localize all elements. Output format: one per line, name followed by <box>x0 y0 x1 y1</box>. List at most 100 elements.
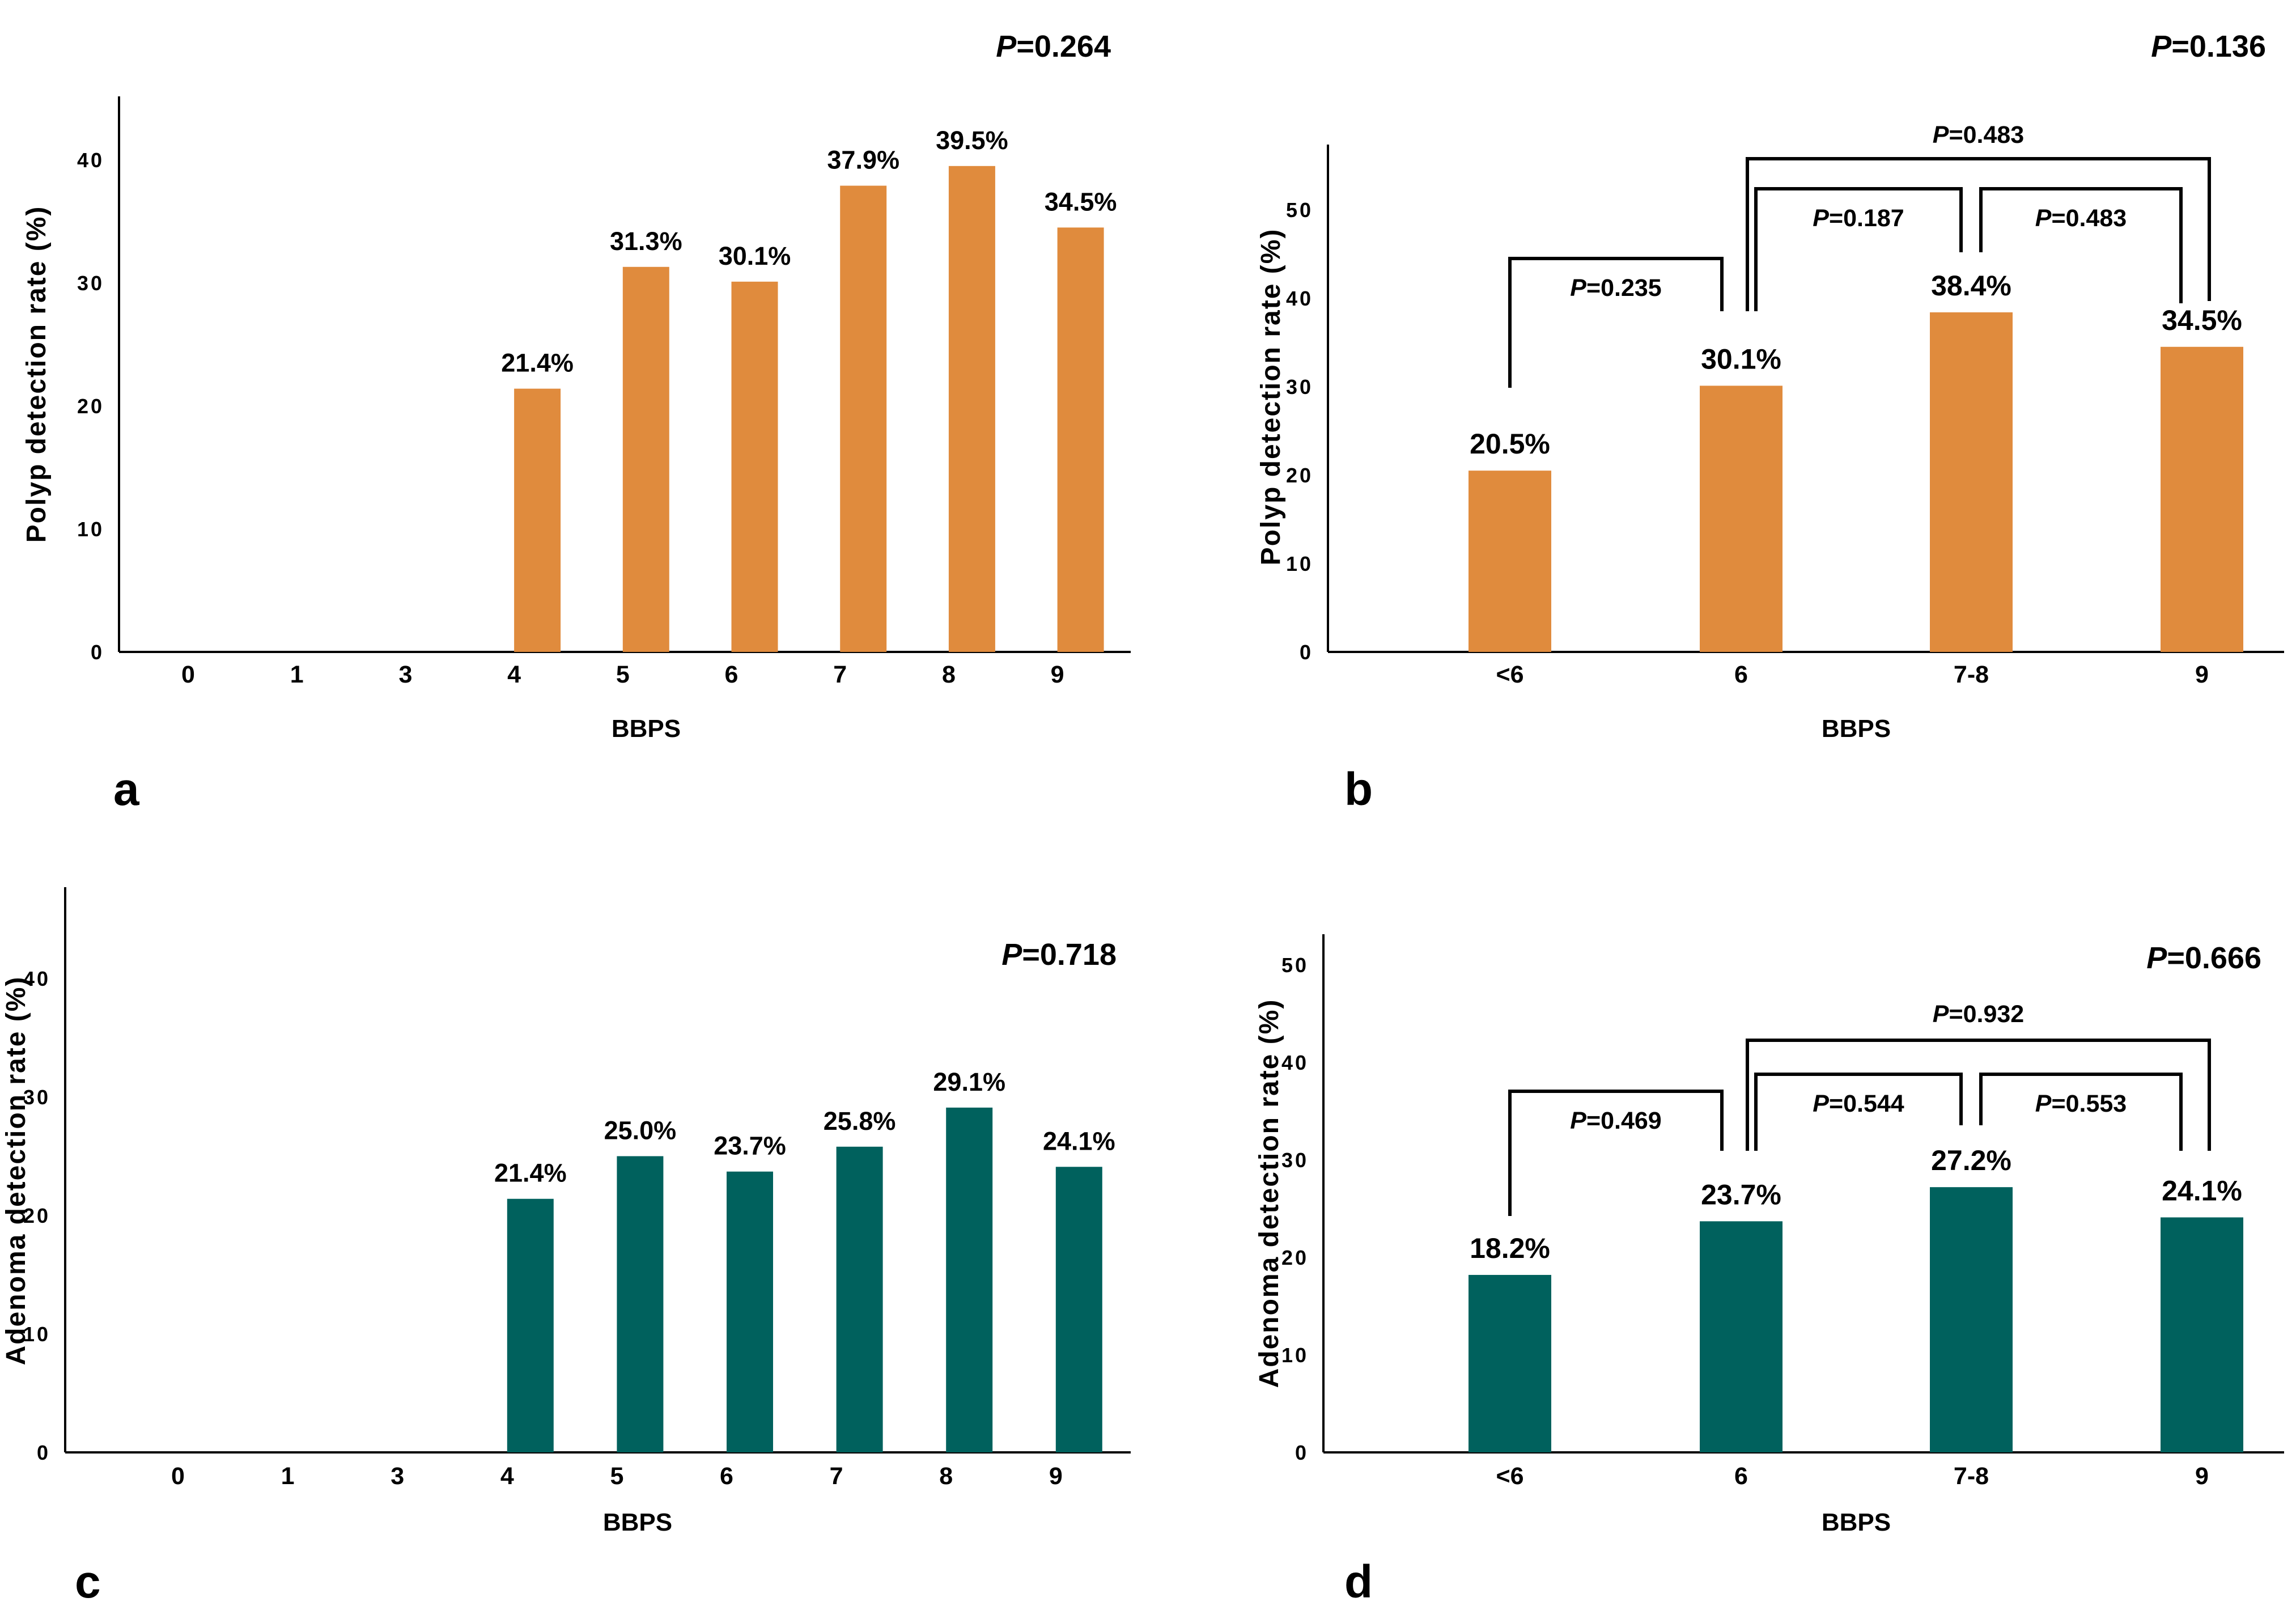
y-axis-title: Adenoma detection rate (%) <box>1 976 31 1366</box>
comparison-bracket <box>1508 257 1724 388</box>
comparison-bracket <box>1746 1039 2211 1151</box>
bar <box>948 166 995 652</box>
overall-p-value: P=0.136 <box>2151 29 2266 63</box>
comparison-bracket <box>1754 1073 1963 1151</box>
bar <box>840 185 887 652</box>
x-axis-title: BBPS <box>1822 1508 1891 1536</box>
bar <box>1700 385 1783 652</box>
y-tick-label: 40 <box>77 149 104 172</box>
x-tick-label: 5 <box>616 661 630 688</box>
x-axis-title: BBPS <box>603 1508 672 1536</box>
y-tick-label: 30 <box>23 1086 50 1109</box>
y-tick-label: 0 <box>1295 1441 1309 1464</box>
x-tick-label: 7-8 <box>1954 1463 1989 1490</box>
bar-value-label: 24.1% <box>1043 1126 1115 1155</box>
x-tick-label: 4 <box>507 661 521 688</box>
bar-value-label: 21.4% <box>501 349 574 378</box>
bar-value-label: 24.1% <box>2162 1175 2242 1206</box>
panel-letter: c <box>75 1556 101 1606</box>
y-tick-label: 30 <box>1281 1149 1309 1172</box>
bar-value-label: 30.1% <box>719 241 791 270</box>
y-tick-label: 40 <box>1286 287 1313 310</box>
panel-letter: b <box>1344 764 1373 815</box>
bar <box>2161 346 2243 652</box>
bar <box>622 266 669 652</box>
x-tick-label: 6 <box>720 1463 733 1490</box>
x-tick-label: 5 <box>610 1463 623 1490</box>
x-tick-label: 9 <box>2195 661 2209 688</box>
comparison-p-label: P=0.553 <box>2035 1090 2127 1117</box>
comparison-p-label: P=0.235 <box>1570 274 1661 302</box>
bar <box>1700 1221 1783 1452</box>
bar-value-label: 39.5% <box>936 126 1008 155</box>
bar-value-label: 25.0% <box>604 1116 677 1145</box>
comparison-p-label: P=0.544 <box>1813 1090 1904 1117</box>
x-tick-label: 1 <box>281 1463 295 1490</box>
bar <box>2161 1217 2243 1452</box>
bar <box>1469 1274 1551 1452</box>
x-tick-label: 7 <box>830 1463 843 1490</box>
y-tick-label: 20 <box>1281 1246 1309 1269</box>
comparison-p-label: P=0.469 <box>1570 1107 1661 1134</box>
comparison-bracket <box>1979 1073 2183 1151</box>
x-tick-label: 7 <box>833 661 847 688</box>
x-tick-label: 1 <box>290 661 304 688</box>
x-tick-label: 6 <box>725 661 739 688</box>
x-tick-label: <6 <box>1496 661 1523 688</box>
bar-value-label: 20.5% <box>1470 428 1550 460</box>
bar-value-label: 38.4% <box>1931 270 2011 302</box>
bar-value-label: 23.7% <box>714 1132 786 1160</box>
bar <box>1057 227 1104 652</box>
y-axis-title: Polyp detection rate (%) <box>22 206 52 543</box>
y-tick-label: 0 <box>37 1441 50 1464</box>
bar <box>1055 1167 1102 1452</box>
bar <box>507 1198 554 1452</box>
bar-value-label: 30.1% <box>1701 343 1781 375</box>
y-tick-label: 10 <box>1281 1344 1309 1367</box>
bar <box>1930 1187 2013 1452</box>
x-tick-label: 0 <box>171 1463 185 1490</box>
x-tick-label: 8 <box>939 1463 953 1490</box>
x-tick-label: <6 <box>1496 1463 1523 1490</box>
bar-value-label: 29.1% <box>933 1067 1005 1096</box>
y-tick-label: 40 <box>23 967 50 990</box>
bar-value-label: 18.2% <box>1470 1232 1550 1264</box>
overall-p-value: P=0.718 <box>1001 938 1117 972</box>
y-axis-title: Adenoma detection rate (%) <box>1254 999 1284 1388</box>
bar-value-label: 23.7% <box>1701 1179 1781 1210</box>
comparison-bracket <box>1979 187 2183 303</box>
bar-value-label: 27.2% <box>1931 1145 2011 1176</box>
bar-value-label: 37.9% <box>827 146 899 175</box>
bar <box>514 388 561 652</box>
y-tick-label: 0 <box>1300 641 1313 664</box>
x-tick-label: 9 <box>2195 1463 2209 1490</box>
bar-value-label: 31.3% <box>610 227 682 256</box>
y-tick-label: 20 <box>77 395 104 418</box>
comparison-bracket <box>1754 187 1963 311</box>
bar <box>836 1146 883 1452</box>
y-tick-label: 0 <box>91 641 104 664</box>
x-tick-label: 4 <box>500 1463 514 1490</box>
bar <box>1469 471 1551 652</box>
bar-value-label: 34.5% <box>1045 187 1117 216</box>
y-tick-label: 10 <box>1286 552 1313 575</box>
x-axis-title: BBPS <box>1822 715 1891 743</box>
bar <box>946 1107 993 1452</box>
overall-p-value: P=0.666 <box>2146 941 2261 975</box>
comparison-bracket <box>1508 1090 1724 1216</box>
x-tick-label: 6 <box>1734 661 1748 688</box>
y-axis-title: Polyp detection rate (%) <box>1256 228 1286 566</box>
y-tick-label: 10 <box>77 518 104 541</box>
x-tick-label: 9 <box>1051 661 1064 688</box>
bar <box>731 281 778 652</box>
bar <box>727 1171 773 1452</box>
y-tick-label: 10 <box>23 1323 50 1346</box>
y-tick-label: 30 <box>77 272 104 295</box>
panel-letter: a <box>113 764 140 815</box>
x-tick-label: 7-8 <box>1954 661 1989 688</box>
y-tick-label: 40 <box>1281 1051 1309 1074</box>
y-tick-label: 30 <box>1286 375 1313 399</box>
x-tick-label: 8 <box>942 661 956 688</box>
